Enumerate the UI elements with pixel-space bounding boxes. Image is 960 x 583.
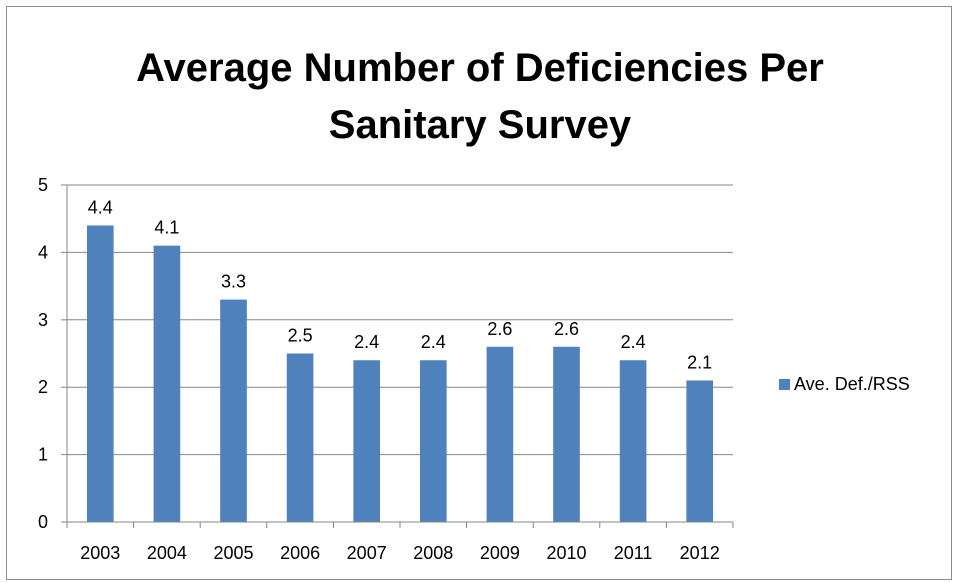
data-label: 2.4 (354, 332, 379, 352)
y-tick-label: 0 (38, 512, 48, 532)
data-label: 2.4 (421, 332, 446, 352)
x-tick-label: 2005 (213, 543, 253, 563)
legend-swatch (779, 378, 790, 390)
data-label: 4.4 (88, 197, 113, 217)
y-tick-labels: 0 1 2 3 4 5 (38, 175, 48, 532)
data-label: 3.3 (221, 272, 246, 292)
data-label: 2.4 (621, 332, 646, 352)
bar (419, 360, 447, 522)
y-tick-label: 3 (38, 310, 48, 330)
data-label: 2.1 (687, 352, 712, 372)
y-tick-label: 5 (38, 175, 48, 195)
chart-title: Average Number of Deficiencies Per Sanit… (136, 46, 824, 147)
x-tick-label: 2010 (546, 543, 586, 563)
x-tick-label: 2008 (413, 543, 453, 563)
x-tick-label: 2012 (680, 543, 720, 563)
data-label: 2.5 (288, 326, 313, 346)
bar (153, 245, 181, 522)
x-tick-labels: 2003 2004 2005 2006 2007 2008 2009 2010 2011 2012 (80, 543, 719, 563)
bar (686, 380, 714, 522)
x-tick-label: 2006 (280, 543, 320, 563)
x-tick-label: 2009 (480, 543, 520, 563)
x-tick-label: 2011 (614, 543, 653, 563)
data-labels: 4.4 4.1 3.3 2.5 2.4 2.4 2.6 2.6 2.4 2.1 (88, 197, 712, 372)
bar (220, 299, 247, 522)
y-tick-label: 4 (38, 242, 48, 262)
data-label: 2.6 (554, 319, 579, 339)
axes (61, 184, 734, 528)
bar (86, 225, 114, 522)
bars (86, 225, 714, 522)
x-tick-label: 2004 (147, 543, 187, 563)
bar (619, 360, 647, 522)
bar (553, 346, 580, 522)
legend-label: Ave. Def./RSS (794, 373, 910, 394)
bar (486, 346, 514, 522)
x-tick-label: 2003 (80, 543, 120, 563)
y-tick-label: 1 (38, 445, 48, 465)
bar (286, 353, 314, 522)
data-label: 2.6 (487, 319, 512, 339)
legend: Ave. Def./RSS (779, 372, 910, 396)
bar (353, 360, 381, 522)
data-label: 4.1 (154, 218, 179, 238)
y-tick-label: 2 (38, 377, 48, 397)
x-tick-label: 2007 (347, 543, 387, 563)
